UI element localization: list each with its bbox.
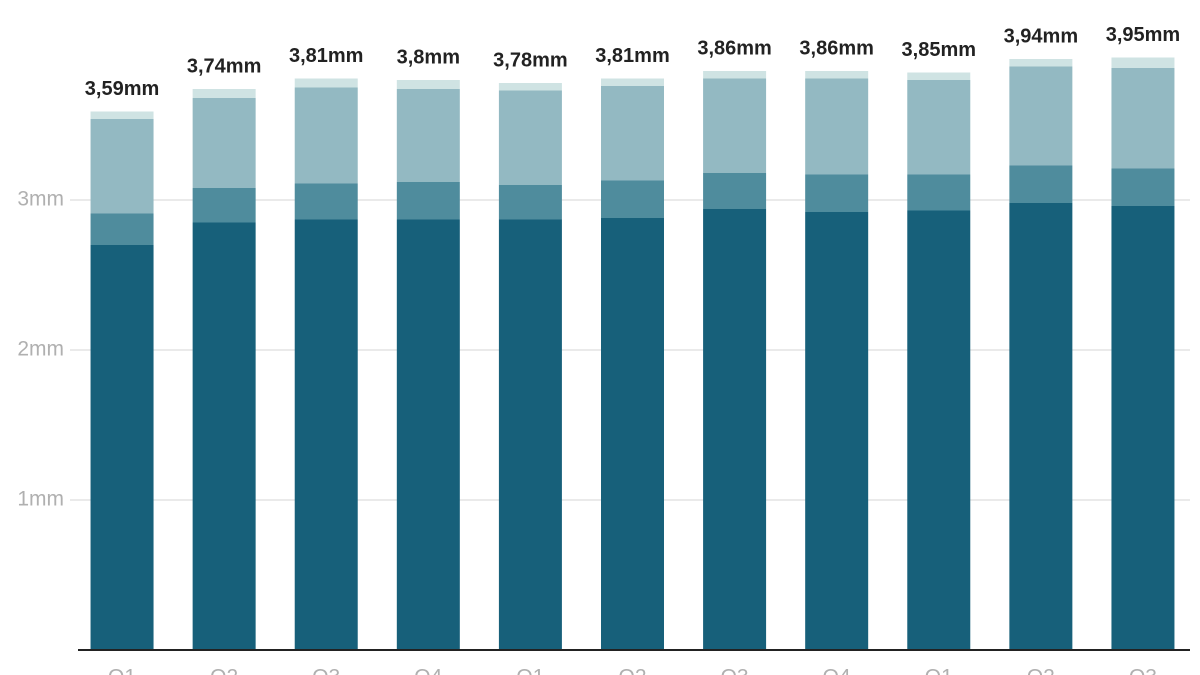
bar-segment <box>90 119 154 214</box>
x-tick-label: Q2 <box>618 666 646 675</box>
bar-segment <box>498 83 562 91</box>
bar-segment <box>396 80 460 89</box>
total-label: 3,85mm <box>902 39 977 61</box>
x-tick-label: Q2 <box>210 666 238 675</box>
bar-segment <box>805 174 869 212</box>
bar-segment <box>805 71 869 79</box>
bar-segment <box>601 180 664 218</box>
x-tick-label: Q4 <box>823 666 851 675</box>
bar-segment <box>498 219 562 650</box>
bar-segment <box>192 98 256 188</box>
y-tick-label: 2mm <box>17 338 64 361</box>
bar-segment <box>192 188 256 223</box>
bar-segment <box>294 78 358 88</box>
bar-segment <box>294 183 358 220</box>
bar-segment <box>396 182 460 220</box>
bar-segment <box>1009 66 1073 166</box>
total-label: 3,8mm <box>397 46 460 68</box>
bar-segment <box>192 222 256 650</box>
bar-segment <box>1009 203 1073 650</box>
bar-segment <box>294 219 358 650</box>
x-tick-label: Q3 <box>721 666 749 675</box>
bar-segment <box>601 86 664 181</box>
y-tick-label: 3mm <box>17 188 64 211</box>
bar-segment <box>396 89 460 182</box>
x-tick-label: Q1 <box>108 666 136 675</box>
bar-segment <box>1111 168 1175 206</box>
x-tick-label: Q1 <box>516 666 544 675</box>
bar-segment <box>907 210 971 650</box>
bar-segment <box>90 245 154 650</box>
bar-segment <box>498 90 562 185</box>
y-tick-label: 1mm <box>17 488 64 511</box>
bar-segment <box>1009 165 1073 203</box>
total-label: 3,95mm <box>1106 24 1181 46</box>
bar-segment <box>601 78 664 86</box>
bar-segment <box>703 71 767 79</box>
bar-segment <box>907 174 971 211</box>
bar-segment <box>703 209 767 650</box>
bar-segment <box>1111 206 1175 650</box>
bar-segment <box>601 218 664 650</box>
bar-segment <box>498 185 562 220</box>
bar-segment <box>294 87 358 184</box>
total-label: 3,78mm <box>493 49 568 71</box>
x-tick-label: Q1 <box>925 666 953 675</box>
bar-segment <box>703 173 767 209</box>
total-label: 3,81mm <box>595 45 670 67</box>
x-tick-label: Q4 <box>414 666 442 675</box>
bar-segment <box>1009 59 1073 67</box>
bar-segment <box>703 78 767 173</box>
bar-segment <box>1111 57 1175 68</box>
bar-segment <box>805 78 869 175</box>
bar-segment <box>90 111 154 119</box>
bar-segment <box>805 212 869 650</box>
total-label: 3,74mm <box>187 55 262 77</box>
x-tick-label: Q3 <box>312 666 340 675</box>
x-tick-label: Q3 <box>1129 666 1157 675</box>
bar-segment <box>396 219 460 650</box>
total-label: 3,86mm <box>799 37 874 59</box>
x-tick-label: Q2 <box>1027 666 1055 675</box>
total-label: 3,81mm <box>289 45 364 67</box>
total-label: 3,86mm <box>697 37 772 59</box>
bar-segment <box>192 89 256 98</box>
total-label: 3,59mm <box>85 78 160 100</box>
bar-segment <box>1111 68 1175 169</box>
total-label: 3,94mm <box>1004 25 1079 47</box>
bar-segment <box>90 213 154 245</box>
bar-segment <box>907 72 971 80</box>
bar-segment <box>907 80 971 175</box>
